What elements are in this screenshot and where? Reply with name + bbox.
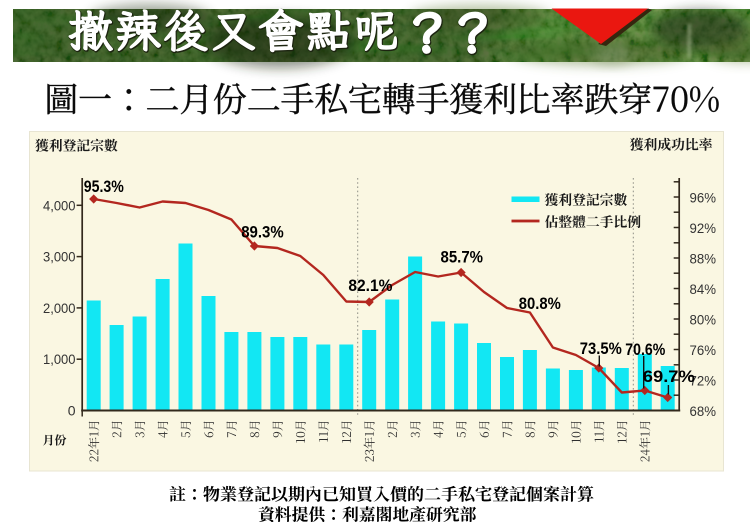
svg-text:82.1%: 82.1% — [348, 277, 392, 295]
svg-text:73.5%: 73.5% — [580, 340, 622, 358]
svg-text:96%: 96% — [690, 190, 717, 206]
svg-text:3,000: 3,000 — [43, 249, 76, 265]
svg-text:2,000: 2,000 — [43, 300, 76, 316]
svg-text:88%: 88% — [690, 251, 717, 267]
svg-text:69.7%: 69.7% — [643, 368, 696, 386]
svg-text:89.3%: 89.3% — [241, 223, 284, 241]
svg-text:80.8%: 80.8% — [519, 295, 561, 313]
svg-text:85.7%: 85.7% — [441, 248, 484, 266]
svg-text:92%: 92% — [690, 220, 717, 236]
svg-text:80%: 80% — [690, 312, 717, 328]
svg-text:95.3%: 95.3% — [84, 178, 124, 196]
svg-text:84%: 84% — [690, 281, 717, 297]
svg-text:70.6%: 70.6% — [625, 341, 665, 359]
svg-text:68%: 68% — [690, 403, 717, 419]
svg-text:4,000: 4,000 — [43, 197, 76, 213]
svg-text:76%: 76% — [690, 342, 717, 358]
svg-text:1,000: 1,000 — [43, 351, 76, 367]
svg-text:0: 0 — [68, 403, 76, 419]
svg-text:72%: 72% — [690, 373, 717, 389]
